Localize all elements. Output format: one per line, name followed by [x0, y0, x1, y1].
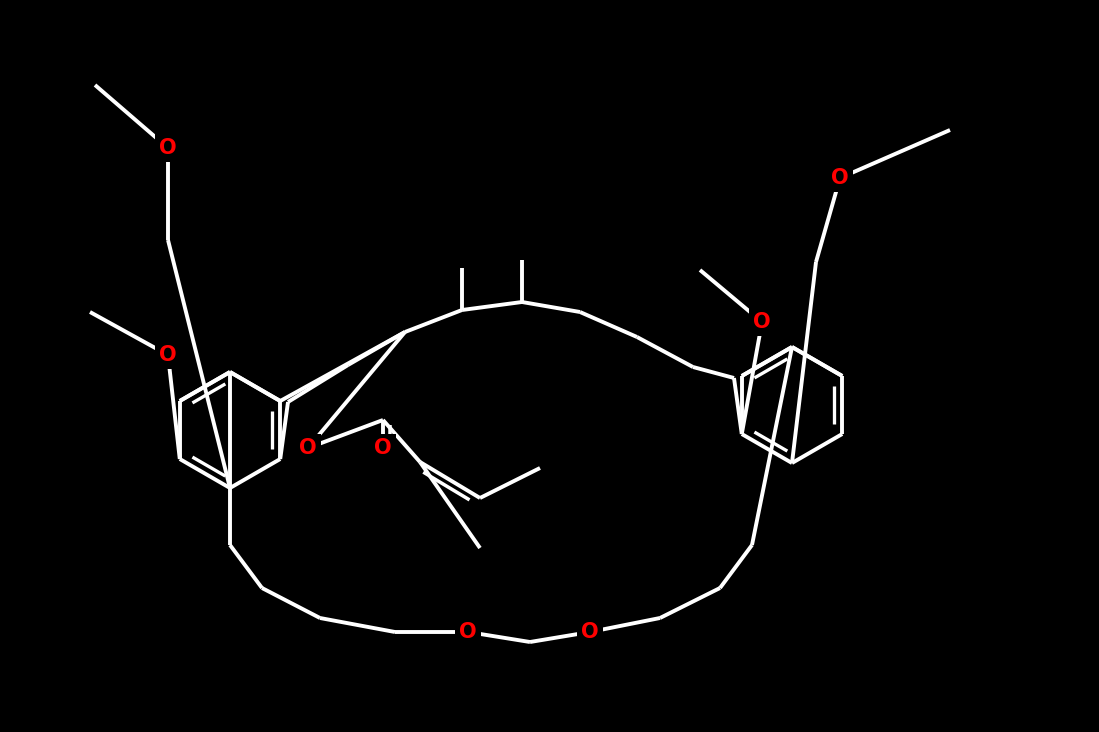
- Text: O: O: [159, 138, 177, 158]
- Text: O: O: [159, 345, 177, 365]
- Text: O: O: [581, 622, 599, 642]
- Text: O: O: [459, 622, 477, 642]
- Text: O: O: [831, 168, 848, 188]
- Text: O: O: [753, 312, 770, 332]
- Text: O: O: [299, 438, 317, 458]
- Text: O: O: [374, 438, 392, 458]
